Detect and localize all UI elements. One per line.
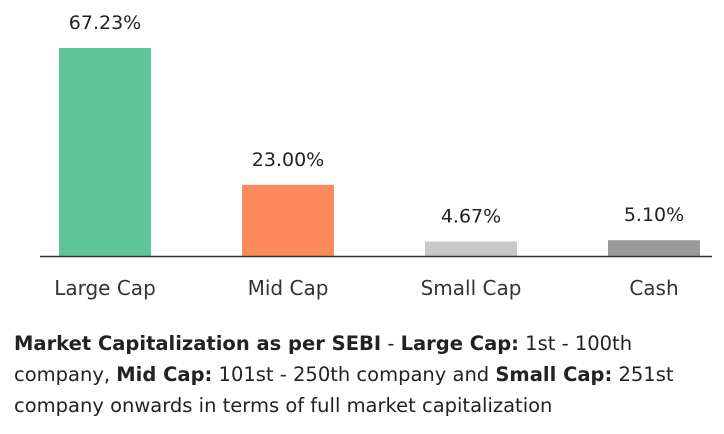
- category-label-mid-cap: Mid Cap: [248, 276, 329, 300]
- value-label-mid-cap: 23.00%: [252, 149, 324, 171]
- bar-cash: [608, 240, 700, 256]
- footnote-large-cap-term: Large Cap:: [400, 332, 519, 355]
- bar-small-cap: [425, 241, 517, 256]
- value-label-cash: 5.10%: [624, 204, 684, 226]
- value-label-large-cap: 67.23%: [69, 12, 141, 34]
- category-label-cash: Cash: [629, 276, 678, 300]
- category-label-small-cap: Small Cap: [421, 276, 522, 300]
- bar-mid-cap: [242, 184, 334, 256]
- chart-footnote: Market Capitalization as per SEBI - Larg…: [14, 328, 714, 421]
- footnote-small-cap-definition: 251st company onwards in terms of full m…: [14, 363, 674, 417]
- category-label-large-cap: Large Cap: [54, 276, 156, 300]
- footnote-heading: Market Capitalization as per SEBI: [14, 332, 382, 355]
- footnote-small-cap-term: Small Cap:: [495, 363, 613, 386]
- value-label-small-cap: 4.67%: [441, 206, 501, 228]
- footnote-large-cap-definition: 1st - 100th company,: [14, 332, 633, 386]
- bar-large-cap: [59, 48, 151, 256]
- footnote-mid-cap-definition: 101st - 250th company and: [212, 363, 496, 386]
- footnote-mid-cap-term: Mid Cap:: [116, 363, 213, 386]
- footnote-separator: -: [381, 332, 401, 355]
- bar-chart: 67.23% Large Cap 23.00% Mid Cap 4.67% Small C…: [40, 12, 712, 300]
